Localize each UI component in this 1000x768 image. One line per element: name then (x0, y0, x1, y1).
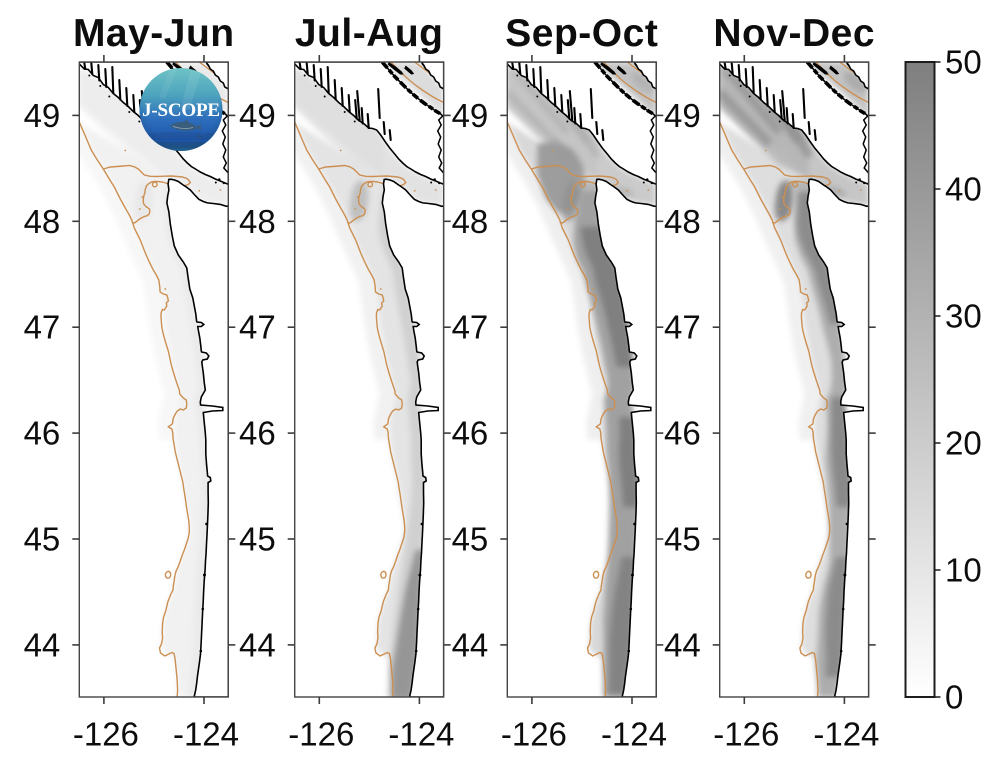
svg-text:46: 46 (239, 415, 276, 452)
svg-text:44: 44 (664, 626, 701, 663)
svg-text:-124: -124 (813, 716, 879, 753)
svg-text:48: 48 (24, 203, 61, 240)
svg-text:47: 47 (452, 309, 489, 346)
svg-text:30: 30 (945, 298, 982, 335)
svg-text:-124: -124 (601, 716, 667, 753)
svg-text:45: 45 (664, 521, 701, 558)
svg-text:10: 10 (945, 552, 982, 589)
svg-text:45: 45 (239, 521, 276, 558)
svg-text:47: 47 (664, 309, 701, 346)
svg-text:48: 48 (239, 203, 276, 240)
svg-text:50: 50 (945, 44, 982, 81)
svg-text:-126: -126 (73, 716, 139, 753)
svg-text:44: 44 (24, 626, 61, 663)
svg-text:-126: -126 (288, 716, 354, 753)
svg-text:45: 45 (452, 521, 489, 558)
svg-text:49: 49 (664, 97, 701, 134)
svg-text:Sep-Oct: Sep-Oct (505, 12, 658, 55)
svg-text:45: 45 (24, 521, 61, 558)
svg-text:46: 46 (452, 415, 489, 452)
svg-text:44: 44 (452, 626, 489, 663)
svg-text:Nov-Dec: Nov-Dec (713, 12, 875, 55)
svg-text:49: 49 (24, 97, 61, 134)
svg-text:J-SCOPE: J-SCOPE (142, 100, 220, 121)
svg-text:May-Jun: May-Jun (73, 12, 235, 55)
svg-text:49: 49 (452, 97, 489, 134)
svg-text:49: 49 (239, 97, 276, 134)
svg-text:47: 47 (239, 309, 276, 346)
svg-text:40: 40 (945, 171, 982, 208)
svg-text:-126: -126 (501, 716, 567, 753)
svg-text:Jul-Aug: Jul-Aug (295, 12, 444, 55)
svg-text:44: 44 (239, 626, 276, 663)
svg-text:-126: -126 (713, 716, 779, 753)
svg-text:48: 48 (664, 203, 701, 240)
svg-text:47: 47 (24, 309, 61, 346)
svg-text:46: 46 (664, 415, 701, 452)
svg-text:-124: -124 (173, 716, 239, 753)
svg-text:46: 46 (24, 415, 61, 452)
svg-text:-124: -124 (388, 716, 454, 753)
svg-text:20: 20 (945, 425, 982, 462)
svg-text:0: 0 (945, 679, 963, 716)
svg-text:48: 48 (452, 203, 489, 240)
